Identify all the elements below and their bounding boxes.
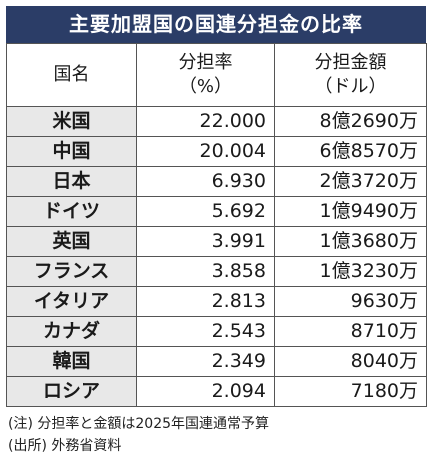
- amount-cell: 8億2690万: [274, 106, 427, 137]
- rate-cell: 6.930: [136, 166, 275, 197]
- amount-cell: 8710万: [274, 316, 427, 347]
- rate-cell: 3.858: [136, 256, 275, 287]
- header-rate-line1: 分担率: [178, 52, 233, 73]
- table-row: 日本 6.930 2億3720万: [6, 166, 427, 197]
- country-cell: ロシア: [6, 376, 137, 407]
- amount-cell: 1億3680万: [274, 226, 427, 257]
- rate-cell: 2.813: [136, 286, 275, 317]
- table-row: 中国 20.004 6億8570万: [6, 136, 427, 167]
- table-row: ロシア 2.094 7180万: [6, 376, 427, 407]
- country-cell: 日本: [6, 166, 137, 197]
- table-row: フランス 3.858 1億3230万: [6, 256, 427, 287]
- header-amount: 分担金額 （ドル）: [274, 43, 427, 107]
- amount-cell: 7180万: [274, 376, 427, 407]
- country-cell: イタリア: [6, 286, 137, 317]
- rate-cell: 2.543: [136, 316, 275, 347]
- rate-cell: 2.094: [136, 376, 275, 407]
- header-country: 国名: [6, 43, 137, 107]
- contribution-table: 国名 分担率 （%） 分担金額 （ドル） 米国 22.000 8億2690万 中…: [6, 43, 427, 407]
- amount-cell: 2億3720万: [274, 166, 427, 197]
- table-row: 韓国 2.349 8040万: [6, 346, 427, 377]
- table-row: ドイツ 5.692 1億9490万: [6, 196, 427, 227]
- country-cell: 米国: [6, 106, 137, 137]
- table-row: 英国 3.991 1億3680万: [6, 226, 427, 257]
- country-cell: フランス: [6, 256, 137, 287]
- header-amount-line2: （ドル）: [314, 76, 387, 97]
- rate-cell: 2.349: [136, 346, 275, 377]
- header-rate: 分担率 （%）: [136, 43, 275, 107]
- country-cell: 中国: [6, 136, 137, 167]
- rate-cell: 5.692: [136, 196, 275, 227]
- rate-cell: 22.000: [136, 106, 275, 137]
- note-budget: (注) 分担率と金額は2025年国連通常予算: [8, 416, 270, 432]
- table-row: イタリア 2.813 9630万: [6, 286, 427, 317]
- country-cell: カナダ: [6, 316, 137, 347]
- country-cell: ドイツ: [6, 196, 137, 227]
- country-cell: 英国: [6, 226, 137, 257]
- country-cell: 韓国: [6, 346, 137, 377]
- table-row: カナダ 2.543 8710万: [6, 316, 427, 347]
- table-title: 主要加盟国の国連分担金の比率: [6, 6, 426, 43]
- rate-cell: 3.991: [136, 226, 275, 257]
- header-rate-line2: （%）: [178, 76, 233, 97]
- amount-cell: 9630万: [274, 286, 427, 317]
- note-source: (出所) 外務省資料: [8, 438, 122, 454]
- header-row: 国名 分担率 （%） 分担金額 （ドル）: [6, 43, 427, 107]
- contribution-table-figure: 主要加盟国の国連分担金の比率 国名 分担率 （%） 分担金額 （ドル） 米国 2…: [6, 6, 427, 457]
- amount-cell: 8040万: [274, 346, 427, 377]
- amount-cell: 1億9490万: [274, 196, 427, 227]
- amount-cell: 1億3230万: [274, 256, 427, 287]
- table-row: 米国 22.000 8億2690万: [6, 106, 427, 137]
- header-amount-line1: 分担金額: [314, 52, 387, 73]
- footnotes: (注) 分担率と金額は2025年国連通常予算 (出所) 外務省資料: [6, 413, 426, 457]
- amount-cell: 6億8570万: [274, 136, 427, 167]
- rate-cell: 20.004: [136, 136, 275, 167]
